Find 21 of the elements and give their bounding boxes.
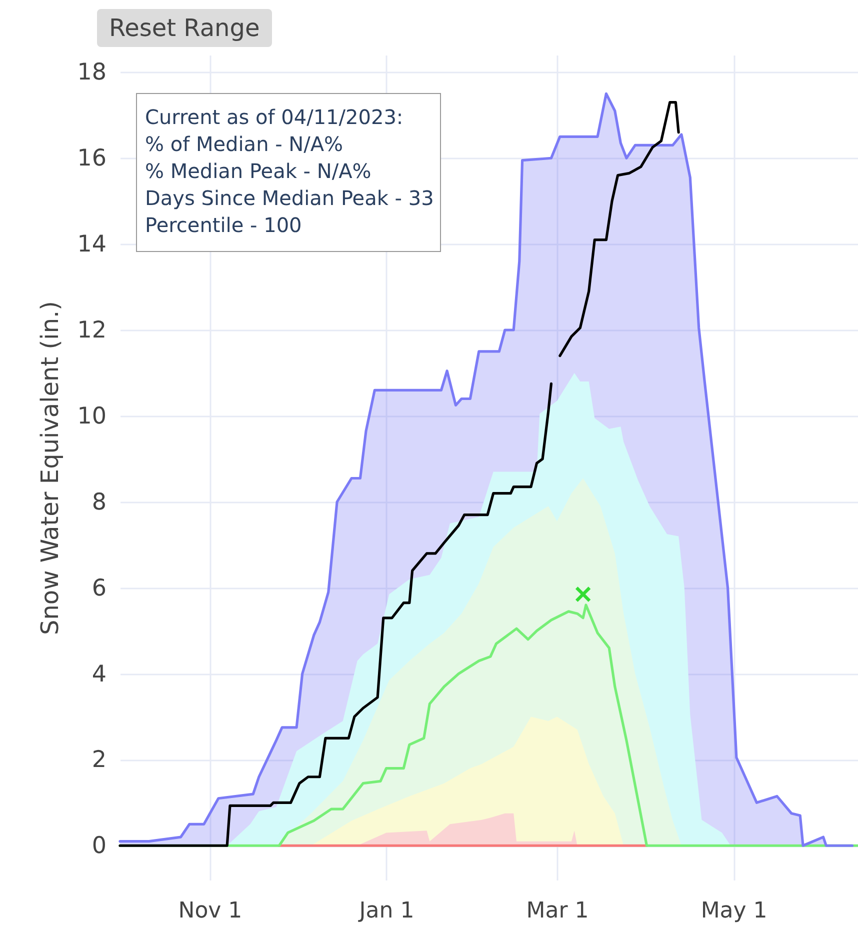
y-tick-label: 18 [77,60,106,86]
x-tick-label: Mar 1 [526,898,589,924]
reset-range-button[interactable]: Reset Range [97,9,272,47]
y-tick-label: 2 [92,747,106,774]
y-tick-label: 12 [77,318,106,344]
y-tick-label: 8 [92,489,106,516]
y-tick-label: 14 [77,232,106,258]
x-tick-label: Nov 1 [178,898,242,924]
y-tick-label: 6 [92,575,106,602]
annotation: Current as of 04/11/2023: [145,104,404,131]
y-axis-title: Snow Water Equivalent (in.) [36,300,64,636]
y-tick-label: 4 [92,661,106,688]
annotation: % Median Peak - N/A% [145,158,372,185]
annotation: Percentile - 100 [145,212,303,239]
annotation: % of Median - N/A% [145,131,344,158]
x-tick-label: Jan 1 [357,898,414,924]
y-tick-label: 0 [92,833,106,860]
y-tick-label: 10 [77,403,106,430]
y-tick-label: 16 [77,146,106,172]
x-tick-label: May 1 [700,898,768,924]
annotation: Days Since Median Peak - 33 [145,185,434,212]
